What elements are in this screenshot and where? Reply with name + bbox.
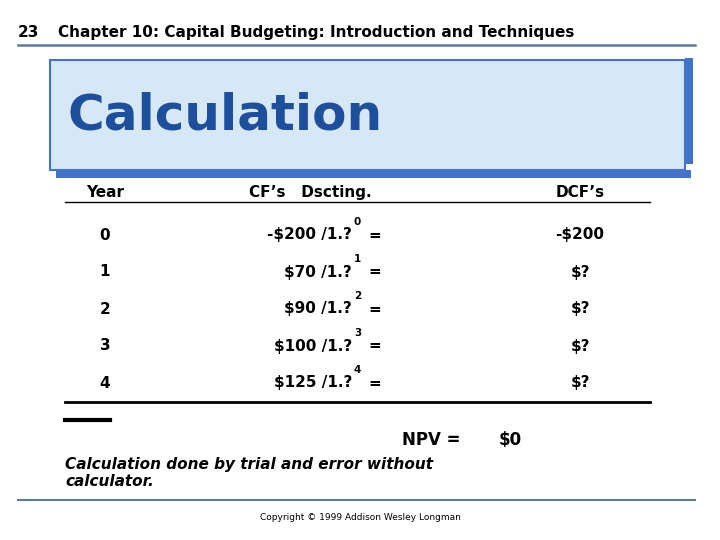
Text: -$200 /1.?: -$200 /1.? <box>267 227 352 242</box>
Text: 2: 2 <box>99 301 110 316</box>
Text: NPV =: NPV = <box>402 431 460 449</box>
Text: $70 /1.?: $70 /1.? <box>284 265 352 280</box>
Text: DCF’s: DCF’s <box>555 185 605 200</box>
Text: =: = <box>368 375 381 390</box>
Text: calculator.: calculator. <box>65 475 154 489</box>
Text: =: = <box>368 227 381 242</box>
Text: 3: 3 <box>99 339 110 354</box>
Text: 1: 1 <box>354 254 361 264</box>
Text: 4: 4 <box>354 365 361 375</box>
Text: $100 /1.?: $100 /1.? <box>274 339 352 354</box>
Bar <box>685 58 693 164</box>
Text: $0: $0 <box>498 431 521 449</box>
Text: Copyright © 1999 Addison Wesley Longman: Copyright © 1999 Addison Wesley Longman <box>260 514 460 523</box>
Text: Calculation: Calculation <box>68 91 383 139</box>
Text: 2: 2 <box>354 291 361 301</box>
Text: =: = <box>368 301 381 316</box>
Text: $?: $? <box>570 301 590 316</box>
Text: 4: 4 <box>99 375 110 390</box>
Text: $?: $? <box>570 265 590 280</box>
Bar <box>56 170 691 178</box>
Text: Year: Year <box>86 185 124 200</box>
Text: $125 /1.?: $125 /1.? <box>274 375 352 390</box>
Text: $?: $? <box>570 339 590 354</box>
Text: Chapter 10: Capital Budgeting: Introduction and Techniques: Chapter 10: Capital Budgeting: Introduct… <box>58 25 575 40</box>
Text: 1: 1 <box>100 265 110 280</box>
Text: 3: 3 <box>354 328 361 338</box>
Text: 23: 23 <box>18 25 40 40</box>
Text: -$200: -$200 <box>556 227 605 242</box>
Text: Calculation done by trial and error without: Calculation done by trial and error with… <box>65 456 433 471</box>
Text: $?: $? <box>570 375 590 390</box>
Text: CF’s   Dscting.: CF’s Dscting. <box>248 185 372 200</box>
Text: =: = <box>368 265 381 280</box>
Text: 0: 0 <box>99 227 110 242</box>
Text: 0: 0 <box>354 217 361 227</box>
Bar <box>50 60 685 170</box>
Text: =: = <box>368 339 381 354</box>
Text: $90 /1.?: $90 /1.? <box>284 301 352 316</box>
